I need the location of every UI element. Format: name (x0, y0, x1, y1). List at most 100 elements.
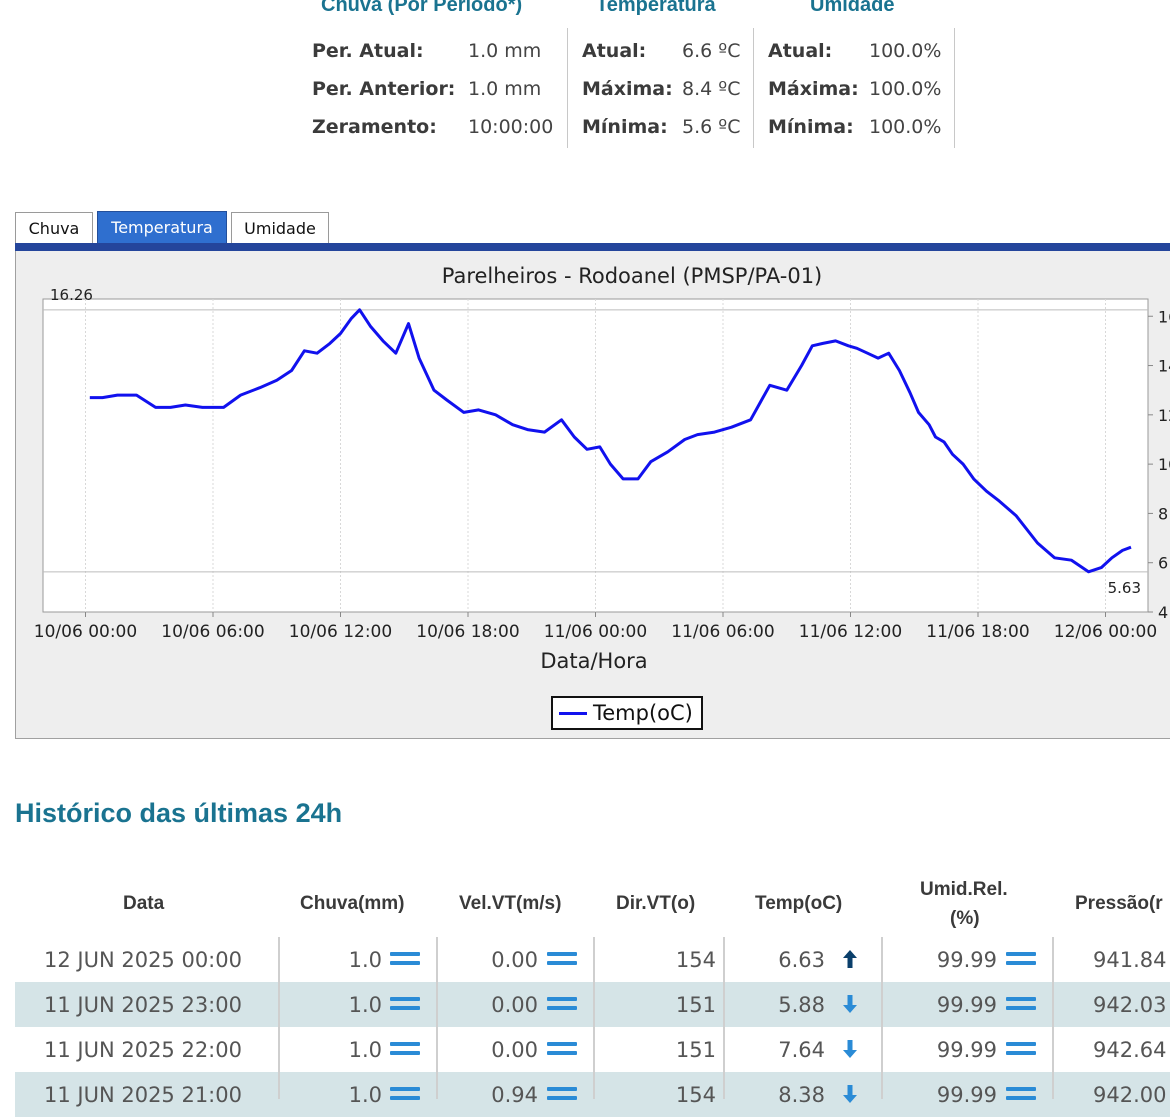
legend-label: Temp(oC) (593, 701, 693, 725)
chuva-zeramento-value: 10:00:00 (468, 116, 554, 138)
chuva-anterior-value: 1.0 mm (468, 78, 542, 100)
equals-icon (390, 951, 420, 967)
table-row: 11 JUN 2025 22:00 1.0 0.00 151 7.64 99.9… (15, 1027, 1170, 1072)
y-tick-label: 14 (1158, 357, 1170, 376)
cell-pressao: 942.64 (1093, 1038, 1167, 1062)
temperatura-summary-title: Temperatura (596, 0, 716, 16)
cell-vel: 0.00 (491, 1038, 538, 1062)
temp-maxima-label: Máxima: (582, 78, 673, 100)
col-temp: Temp(oC) (755, 893, 843, 914)
history-title: Histórico das últimas 24h (15, 798, 343, 828)
cell-data: 11 JUN 2025 23:00 (44, 993, 242, 1017)
equals-icon (547, 996, 577, 1012)
x-tick-label: 11/06 18:00 (926, 622, 1029, 642)
max-marker-label: 16.26 (50, 286, 93, 304)
column-divider (723, 937, 725, 1099)
cell-data: 11 JUN 2025 22:00 (44, 1038, 242, 1062)
summary-divider (753, 28, 754, 148)
tab-chuva[interactable]: Chuva (15, 212, 93, 243)
col-dir-vt: Dir.VT(o) (616, 893, 696, 914)
y-tick-label: 16 (1158, 307, 1170, 326)
x-axis-ticks: 10/06 00:00 10/06 06:00 10/06 12:00 10/06 1… (34, 612, 1157, 642)
cell-data: 12 JUN 2025 00:00 (44, 948, 242, 972)
x-axis-title: Data/Hora (540, 649, 647, 673)
equals-icon (1006, 996, 1036, 1012)
equals-icon (547, 1086, 577, 1102)
series-line-temp (89, 308, 1132, 574)
legend-line-swatch (559, 711, 587, 715)
equals-icon (1006, 1041, 1036, 1057)
tab-temperatura[interactable]: Temperatura (97, 211, 227, 243)
x-tick-label: 12/06 00:00 (1054, 622, 1157, 642)
cell-dir: 154 (675, 948, 716, 972)
chart-grid (85, 299, 1106, 612)
cell-temp: 7.64 (778, 1038, 825, 1062)
temp-minima-label: Mínima: (582, 116, 668, 138)
cell-dir: 154 (675, 1083, 716, 1107)
y-tick-label: 12 (1158, 406, 1170, 425)
cell-temp: 8.38 (778, 1083, 825, 1107)
umid-maxima-value: 100.0% (869, 78, 942, 100)
cell-chuva: 1.0 (348, 1083, 382, 1107)
arrow-down-icon (843, 995, 857, 1013)
chuva-summary-title: Chuva (Por Período*) (321, 0, 523, 16)
cell-pressao: 942.03 (1093, 993, 1167, 1017)
equals-icon (547, 1041, 577, 1057)
y-axis-ticks: 4 6 8 10 12 14 16 (1148, 307, 1170, 622)
x-tick-label: 10/06 12:00 (289, 622, 392, 642)
equals-icon (390, 1086, 420, 1102)
cell-chuva: 1.0 (348, 948, 382, 972)
chart-legend: Temp(oC) (551, 696, 703, 730)
column-divider (1052, 937, 1054, 1099)
col-umid-rel: Umid.Rel. (920, 879, 1008, 900)
equals-icon (1006, 951, 1036, 967)
x-tick-label: 10/06 06:00 (161, 622, 264, 642)
table-row: 12 JUN 2025 00:00 1.0 0.00 154 6.63 99.9… (15, 937, 1170, 982)
tab-bar (15, 243, 1170, 251)
x-tick-label: 10/06 00:00 (34, 622, 137, 642)
cell-pressao: 941.84 (1093, 948, 1167, 972)
cell-temp: 6.63 (778, 948, 825, 972)
chart-markers: 16.26 5.63 (43, 286, 1148, 597)
y-tick-label: 4 (1158, 603, 1168, 622)
temperature-chart: Parelheiros - Rodoanel (PMSP/PA-01) 16.2… (34, 264, 1170, 673)
cell-pressao: 942.00 (1093, 1083, 1167, 1107)
summary-divider (954, 28, 955, 148)
equals-icon (547, 951, 577, 967)
umid-minima-label: Mínima: (768, 116, 854, 138)
column-divider (881, 937, 883, 1099)
cell-chuva: 1.0 (348, 993, 382, 1017)
chuva-atual-label: Per. Atual: (312, 40, 424, 62)
arrow-down-icon (843, 1085, 857, 1103)
x-tick-label: 11/06 12:00 (799, 622, 902, 642)
table-row: 11 JUN 2025 23:00 1.0 0.00 151 5.88 99.9… (15, 982, 1170, 1027)
chart-series (89, 308, 1132, 574)
cell-umid: 99.99 (936, 1083, 997, 1107)
y-tick-label: 6 (1158, 554, 1168, 573)
cell-dir: 151 (675, 1038, 716, 1062)
cell-vel: 0.00 (491, 948, 538, 972)
cell-umid: 99.99 (936, 993, 997, 1017)
col-vel-vt: Vel.VT(m/s) (459, 893, 562, 914)
y-tick-label: 8 (1158, 504, 1168, 523)
temp-atual-value: 6.6 ºC (682, 40, 741, 62)
column-divider (436, 937, 438, 1099)
min-marker-label: 5.63 (1108, 579, 1141, 597)
chuva-anterior-label: Per. Anterior: (312, 78, 456, 100)
tab-umidade[interactable]: Umidade (231, 212, 329, 243)
umidade-summary-title: Umidade (810, 0, 895, 16)
x-tick-label: 10/06 18:00 (416, 622, 519, 642)
cell-vel: 0.00 (491, 993, 538, 1017)
arrow-up-icon (843, 950, 857, 968)
col-data: Data (123, 893, 165, 914)
chuva-zeramento-label: Zeramento: (312, 116, 437, 138)
cell-vel: 0.94 (491, 1083, 538, 1107)
cell-dir: 151 (675, 993, 716, 1017)
temp-maxima-value: 8.4 ºC (682, 78, 741, 100)
cell-data: 11 JUN 2025 21:00 (44, 1083, 242, 1107)
column-divider (593, 937, 595, 1099)
umid-minima-value: 100.0% (869, 116, 942, 138)
col-chuva: Chuva(mm) (300, 893, 405, 914)
column-divider (278, 937, 280, 1099)
chart-title: Parelheiros - Rodoanel (PMSP/PA-01) (442, 264, 823, 288)
